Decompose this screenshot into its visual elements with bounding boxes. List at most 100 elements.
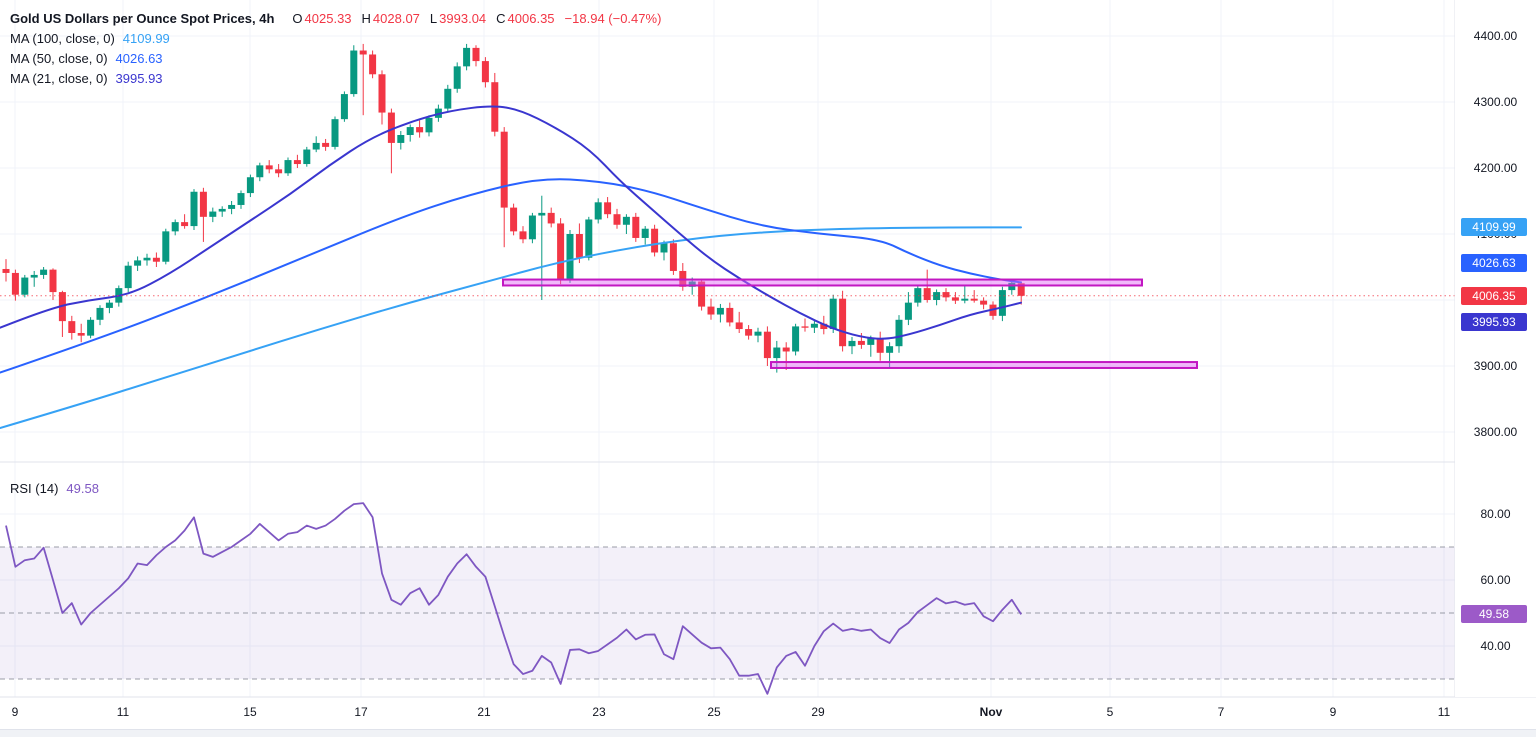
candle bbox=[275, 164, 283, 178]
candle bbox=[143, 253, 151, 266]
candle bbox=[340, 91, 348, 122]
open-value: 4025.33 bbox=[304, 10, 352, 26]
ma50-line[interactable] bbox=[0, 178, 1022, 374]
candle bbox=[369, 50, 377, 79]
ma-50-value: 4026.63 bbox=[115, 50, 163, 66]
candle bbox=[284, 157, 292, 176]
candle-body bbox=[585, 219, 593, 258]
candle-body bbox=[726, 307, 734, 323]
time-tick-label: 7 bbox=[1217, 705, 1225, 719]
candle-body bbox=[162, 231, 170, 262]
candle bbox=[867, 335, 875, 357]
candle bbox=[124, 261, 132, 293]
candle-body bbox=[481, 61, 489, 83]
ma-100-label: MA (100, close, 0) bbox=[10, 30, 115, 46]
candle-body bbox=[557, 223, 565, 279]
candle-body bbox=[2, 268, 10, 273]
candle-body bbox=[11, 272, 19, 295]
support-zone[interactable] bbox=[770, 361, 1198, 369]
candle bbox=[735, 311, 743, 333]
rsi-badge: 49.58 bbox=[1461, 605, 1527, 624]
time-tick-label: 21 bbox=[477, 705, 491, 719]
candle-body bbox=[171, 222, 179, 232]
time-tick-label: 25 bbox=[707, 705, 721, 719]
price-tick-label: 4400.00 bbox=[1473, 29, 1518, 43]
candle-body bbox=[359, 50, 367, 55]
price-badge-ma100: 4109.99 bbox=[1461, 218, 1527, 237]
candle bbox=[669, 239, 677, 275]
rsi-tick-label: 40.00 bbox=[1480, 639, 1511, 653]
symbol-title: Gold US Dollars per Ounce Spot Prices, 4… bbox=[10, 10, 275, 26]
candle-body bbox=[970, 298, 978, 301]
rsi-tick-label: 60.00 bbox=[1480, 573, 1511, 587]
price-tick-label: 4300.00 bbox=[1473, 95, 1518, 109]
candle bbox=[886, 342, 894, 369]
candle bbox=[782, 342, 790, 370]
candle-body bbox=[209, 211, 217, 217]
candle bbox=[21, 274, 29, 298]
candle bbox=[105, 300, 113, 314]
candle bbox=[171, 219, 179, 236]
candle-body bbox=[961, 298, 969, 301]
candle bbox=[810, 319, 818, 333]
ma-50-legend-row[interactable]: MA (50, close, 0) 4026.63 bbox=[10, 48, 661, 68]
candle-body bbox=[87, 319, 95, 336]
candle-body bbox=[745, 329, 753, 336]
candle bbox=[406, 124, 414, 142]
candle-body bbox=[782, 347, 790, 352]
candle bbox=[397, 131, 405, 150]
candle bbox=[557, 218, 565, 285]
candle bbox=[510, 203, 518, 236]
time-axis[interactable]: 9 11 15 17 21 23 25 29 Nov 5 7 9 11 bbox=[0, 698, 1536, 729]
candle-body bbox=[698, 281, 706, 307]
candle bbox=[726, 302, 734, 327]
candle bbox=[303, 146, 311, 167]
candle-body bbox=[284, 160, 292, 174]
resistance-zone[interactable] bbox=[502, 278, 1143, 287]
ma-21-legend-row[interactable]: MA (21, close, 0) 3995.93 bbox=[10, 68, 661, 88]
candle-body bbox=[237, 193, 245, 205]
low-value: 3993.04 bbox=[439, 10, 487, 26]
candle-body bbox=[181, 222, 189, 227]
ma21-line[interactable] bbox=[0, 105, 1022, 340]
candle bbox=[181, 214, 189, 229]
candle-body bbox=[904, 302, 912, 320]
candle bbox=[547, 207, 555, 228]
candle bbox=[425, 115, 433, 137]
candle-body bbox=[152, 257, 160, 262]
price-axis[interactable]: 4400.004300.004200.004100.004000.003900.… bbox=[1455, 0, 1536, 697]
candle-body bbox=[228, 204, 236, 209]
candle bbox=[209, 207, 217, 223]
candle-body bbox=[246, 177, 254, 194]
rsi-legend-row[interactable]: RSI (14) 49.58 bbox=[10, 478, 99, 498]
candle-body bbox=[575, 234, 583, 258]
candle bbox=[463, 43, 471, 71]
candles-layer[interactable] bbox=[2, 43, 1025, 373]
candle bbox=[660, 240, 668, 261]
candle bbox=[96, 305, 104, 326]
candle-body bbox=[820, 323, 828, 330]
candle-body bbox=[566, 234, 574, 279]
high-label: H bbox=[361, 10, 371, 26]
candle-body bbox=[716, 307, 724, 315]
candle bbox=[575, 223, 583, 264]
candle bbox=[2, 259, 10, 282]
symbol-title-row[interactable]: Gold US Dollars per Ounce Spot Prices, 4… bbox=[10, 8, 661, 28]
candle-body bbox=[594, 202, 602, 220]
candle-body bbox=[21, 277, 29, 295]
ma-100-legend-row[interactable]: MA (100, close, 0) 4109.99 bbox=[10, 28, 661, 48]
candle-body bbox=[660, 243, 668, 253]
candle-body bbox=[265, 165, 273, 170]
ma100-line[interactable] bbox=[0, 226, 1022, 430]
rsi-line[interactable] bbox=[5, 502, 1022, 695]
candle-body bbox=[369, 54, 377, 75]
candle bbox=[87, 317, 95, 339]
candle-body bbox=[688, 281, 696, 287]
low-label: L bbox=[429, 10, 438, 26]
time-tick-label: 29 bbox=[811, 705, 825, 719]
candle bbox=[49, 268, 57, 300]
price-tick-label: 4200.00 bbox=[1473, 161, 1518, 175]
candle bbox=[904, 292, 912, 326]
candle bbox=[359, 43, 367, 116]
